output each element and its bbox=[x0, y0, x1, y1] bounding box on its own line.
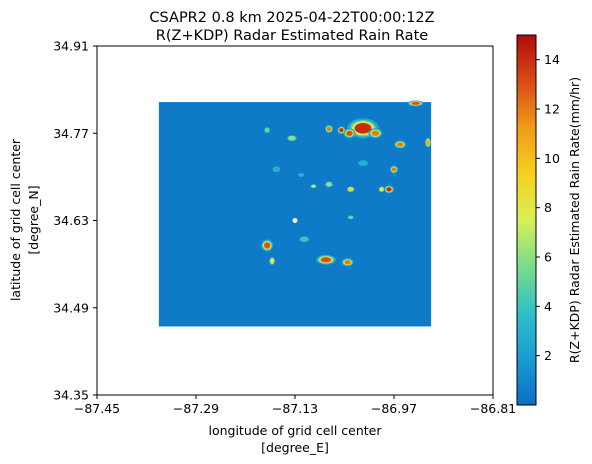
rain-cell-contour bbox=[346, 130, 353, 136]
y-axis-label-line1: latitude of grid cell center bbox=[8, 138, 23, 301]
colorbar-gradient bbox=[516, 34, 537, 406]
y-tick-label: 34.77 bbox=[53, 126, 89, 141]
rain-cell bbox=[368, 128, 383, 139]
rain-cell-contour bbox=[426, 139, 430, 146]
rain-cell-contour bbox=[326, 126, 332, 132]
rain-cell-contour bbox=[265, 128, 269, 132]
rain-cell bbox=[347, 215, 354, 220]
rain-cell-contour bbox=[397, 142, 404, 147]
colorbar-tick-label: 10 bbox=[544, 151, 560, 166]
rain-cell bbox=[264, 127, 271, 134]
x-axis: −87.45 −87.29 −87.13 −86.97 −86.81 bbox=[74, 395, 516, 416]
rain-cell bbox=[325, 181, 333, 188]
x-tick-label: −87.13 bbox=[272, 401, 318, 416]
rain-cell bbox=[299, 236, 310, 243]
y-axis-label-line2: [degree_N] bbox=[26, 185, 41, 254]
rain-cell bbox=[316, 254, 336, 265]
rain-cell-contour bbox=[326, 182, 332, 186]
rain-cell-contour bbox=[339, 128, 344, 133]
x-tick-label: −87.29 bbox=[173, 401, 219, 416]
rain-cell-contour bbox=[391, 167, 397, 172]
rain-cell bbox=[341, 258, 354, 267]
colorbar-tick-label: 12 bbox=[544, 102, 560, 117]
colorbar-tick-label: 8 bbox=[544, 200, 552, 215]
colorbar-tick-label: 4 bbox=[544, 299, 552, 314]
rain-cell-contour bbox=[299, 173, 303, 177]
rain-cell bbox=[425, 137, 432, 148]
chart-title-line1: CSAPR2 0.8 km 2025-04-22T00:00:12Z bbox=[149, 10, 434, 26]
rain-cell-contour bbox=[354, 122, 372, 134]
rain-cell-contour bbox=[274, 167, 279, 171]
rain-cell bbox=[286, 135, 297, 142]
rain-cell-contour bbox=[264, 242, 271, 249]
rain-cell bbox=[272, 166, 281, 173]
y-tick-label: 34.91 bbox=[53, 39, 89, 54]
rain-cell bbox=[390, 165, 398, 174]
rain-cell-contour bbox=[311, 185, 316, 188]
y-tick-label: 34.49 bbox=[53, 300, 89, 315]
x-tick-label: −87.45 bbox=[74, 401, 120, 416]
plot-area bbox=[96, 45, 494, 396]
rain-cell-contour bbox=[289, 136, 295, 140]
colorbar-label: R(Z+KDP) Radar Estimated Rain Rate(mm/hr… bbox=[567, 77, 582, 363]
colorbar-tick-label: 2 bbox=[544, 348, 552, 363]
colorbar: 2 4 6 8 10 12 14 R(Z+KDP) Radar Estimated Rain… bbox=[516, 34, 582, 406]
rain-cell-contour bbox=[386, 187, 392, 192]
rain-cell bbox=[310, 184, 317, 189]
rain-cell bbox=[337, 126, 346, 135]
rain-cell bbox=[269, 257, 276, 265]
rain-cell-contour bbox=[344, 260, 351, 265]
rain-cell bbox=[325, 124, 333, 133]
rain-cell-contour bbox=[411, 101, 420, 105]
colorbar-tick-label: 6 bbox=[544, 250, 552, 265]
colorbar-tick-label: 14 bbox=[544, 52, 560, 67]
chart-title-line2: R(Z+KDP) Radar Estimated Rain Rate bbox=[156, 28, 428, 44]
rain-cell bbox=[394, 140, 407, 149]
rain-cell bbox=[298, 173, 305, 177]
rain-cell bbox=[346, 186, 355, 193]
radar-field-background bbox=[158, 102, 432, 327]
rain-cell bbox=[358, 160, 369, 167]
rain-cell-contour bbox=[360, 161, 366, 165]
rain-cell bbox=[384, 185, 394, 194]
y-tick-label: 34.35 bbox=[53, 388, 89, 403]
rain-cell-contour bbox=[270, 258, 274, 264]
rain-cell-contour bbox=[349, 216, 353, 219]
rain-cell-contour bbox=[380, 187, 384, 191]
rain-cell bbox=[261, 239, 274, 252]
rain-cell bbox=[378, 186, 385, 193]
x-tick-label: −86.97 bbox=[371, 401, 417, 416]
x-axis-label-line2: [degree_E] bbox=[261, 440, 329, 455]
rain-cell-contour bbox=[348, 187, 353, 191]
rain-cell-contour bbox=[320, 257, 332, 263]
x-tick-label: −86.81 bbox=[470, 401, 516, 416]
rain-cell-contour bbox=[301, 237, 307, 241]
rain-cell-contour bbox=[371, 130, 380, 136]
x-axis-label-line1: longitude of grid cell center bbox=[208, 423, 382, 438]
y-tick-label: 34.63 bbox=[53, 213, 89, 228]
rain-cell bbox=[343, 128, 356, 139]
rain-cell bbox=[407, 100, 424, 107]
radar-site-marker bbox=[292, 218, 298, 223]
y-axis: 34.35 34.49 34.63 34.77 34.91 bbox=[53, 39, 97, 403]
